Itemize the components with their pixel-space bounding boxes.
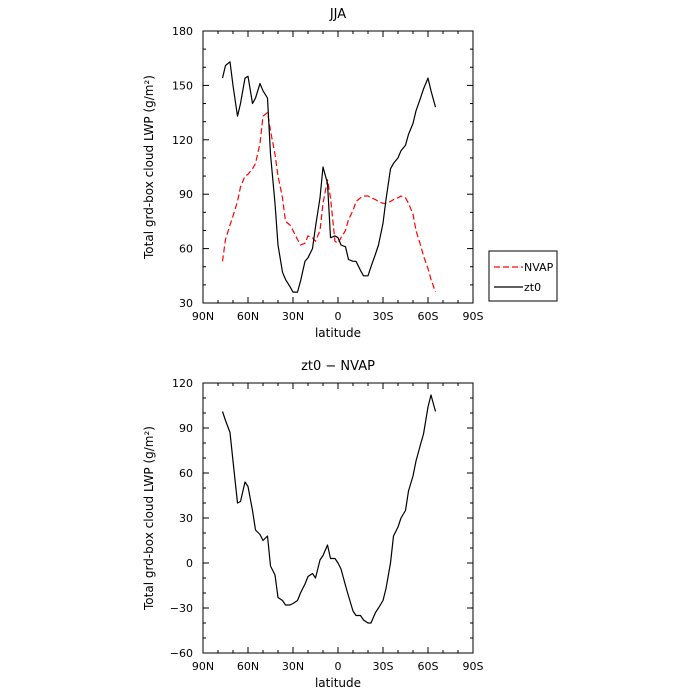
top-y-tick-label: 30 <box>179 297 193 310</box>
legend-box <box>488 250 558 302</box>
legend-label-zt0: zt0 <box>524 281 541 294</box>
top-x-tick-label: 30S <box>373 310 394 323</box>
top-x-tick-label: 30N <box>282 310 304 323</box>
top-plot-frame <box>202 30 474 304</box>
bottom-y-tick-label: −30 <box>170 602 193 615</box>
top-y-tick-label: 180 <box>172 25 193 38</box>
top-x-tick-label: 90N <box>192 310 214 323</box>
bottom-x-tick-label: 60N <box>237 660 259 673</box>
top-series-zt0-line <box>221 61 437 293</box>
bottom-x-tick-label: 60S <box>418 660 439 673</box>
top-x-tick-label: 60S <box>418 310 439 323</box>
bottom-x-tick-label: 30S <box>373 660 394 673</box>
bottom-series-difference-line <box>221 394 437 624</box>
bottom-x-tick-label: 90S <box>463 660 484 673</box>
top-chart: 90N 60N 30N 0 30S 60S 90S 30 60 90 120 150 180 JJA lat… <box>142 7 558 340</box>
top-legend: NVAP zt0 <box>488 250 558 302</box>
top-x-tick-label: 90S <box>463 310 484 323</box>
top-x-tick-label: 0 <box>335 310 342 323</box>
bottom-chart-title: zt0 − NVAP <box>301 359 375 374</box>
bottom-y-tick-label: 90 <box>179 422 193 435</box>
top-y-tick-label: 90 <box>179 188 193 201</box>
bottom-x-tick-label: 30N <box>282 660 304 673</box>
top-y-tick-label: 150 <box>172 79 193 92</box>
top-series-nvap-line <box>221 111 437 293</box>
top-y-tick-label: 60 <box>179 243 193 256</box>
top-chart-title: JJA <box>329 7 346 22</box>
bottom-y-tick-label: −60 <box>170 647 193 660</box>
bottom-x-tick-label: 90N <box>192 660 214 673</box>
bottom-y-axis-label: Total grd-box cloud LWP (g/m²) <box>142 426 156 611</box>
top-x-tick-label: 60N <box>237 310 259 323</box>
bottom-y-tick-label: 30 <box>179 512 193 525</box>
bottom-y-tick-label: 120 <box>172 377 193 390</box>
bottom-chart: 90N 60N 30N 0 30S 60S 90S −60 −30 0 30 60 90 120 zt0 −… <box>142 359 484 690</box>
top-x-axis-label: latitude <box>315 326 361 340</box>
legend-label-nvap: NVAP <box>524 261 554 274</box>
bottom-y-tick-label: 60 <box>179 467 193 480</box>
bottom-y-tick-label: 0 <box>186 557 193 570</box>
bottom-plot-frame <box>202 382 474 654</box>
top-y-tick-label: 120 <box>172 134 193 147</box>
top-y-axis-label: Total grd-box cloud LWP (g/m²) <box>142 75 156 260</box>
bottom-x-tick-label: 0 <box>335 660 342 673</box>
bottom-x-axis-label: latitude <box>315 676 361 690</box>
